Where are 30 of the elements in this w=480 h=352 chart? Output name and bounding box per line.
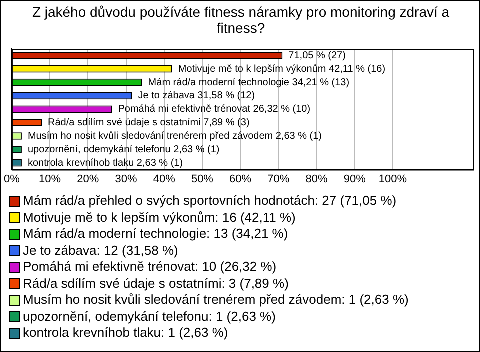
x-tick-label: 0% <box>4 173 20 186</box>
legend-label: Motivuje mě to k lepším výkonům: 16 (42,11 %) <box>23 210 296 226</box>
legend-label: Pomáhá mi efektivně trénovat: 10 (26,32 %) <box>23 259 277 276</box>
x-tick-label: 90% <box>344 173 366 186</box>
legend-label: Je to zábava: 12 (31,58 %) <box>23 242 178 259</box>
legend-label: kontrola krevníhob tlaku: 1 (2,63 %) <box>23 325 228 342</box>
x-tick-label: 20% <box>77 173 100 186</box>
data-label: Musím ho nosit kvůli sledování trenérem před závodem 2,63 % (1) <box>28 130 322 142</box>
legend-label: Musím ho nosit kvůli sledování trenérem před závodem: 1 (2,63 %) <box>23 292 409 308</box>
data-label: Pomáhá mi efektivně trénovat 26,32 % (10) <box>118 104 311 116</box>
data-label: Rád/a sdílím své údaje s ostatními 7,89 % (3) <box>48 118 250 129</box>
x-tick-label: 100% <box>378 173 408 186</box>
x-tick-label: 10% <box>39 173 62 186</box>
chart-title: Z jakého důvodu používáte fitness náramky pro monitoring zdraví a fitness? <box>31 4 451 36</box>
x-tick-label: 70% <box>268 173 290 186</box>
data-label: Mám rád/a moderní technologie 34,21 % (13) <box>148 77 350 88</box>
data-label: upozornění, odemykání telefonu 2,63 % (1) <box>28 144 220 156</box>
x-tick-label: 60% <box>230 173 252 186</box>
data-label: 71,05 % (27) <box>288 50 346 62</box>
legend-label: Mám rád/a přehled o svých sportovních hodnotách: 27 (71,05 %) <box>23 193 397 210</box>
legend-label: upozornění, odemykání telefonu: 1 (2,63 %) <box>23 308 276 325</box>
data-label: Je to zábava 31,58 % (12) <box>138 90 256 102</box>
x-tick-label: 40% <box>153 173 176 186</box>
x-tick-label: 50% <box>191 173 214 186</box>
x-tick-label: 30% <box>115 173 138 186</box>
legend-label: Rád/a sdílím své údaje s ostatními: 3 (7,89 %) <box>23 276 289 292</box>
data-label: Motivuje mě to k lepším výkonům 42,11 % (16) <box>178 62 386 75</box>
x-tick-label: 80% <box>306 173 328 186</box>
data-label: kontrola krevníhob tlaku 2,63 % (1) <box>28 158 184 169</box>
legend-label: Mám rád/a moderní technologie: 13 (34,21 %) <box>23 226 288 242</box>
